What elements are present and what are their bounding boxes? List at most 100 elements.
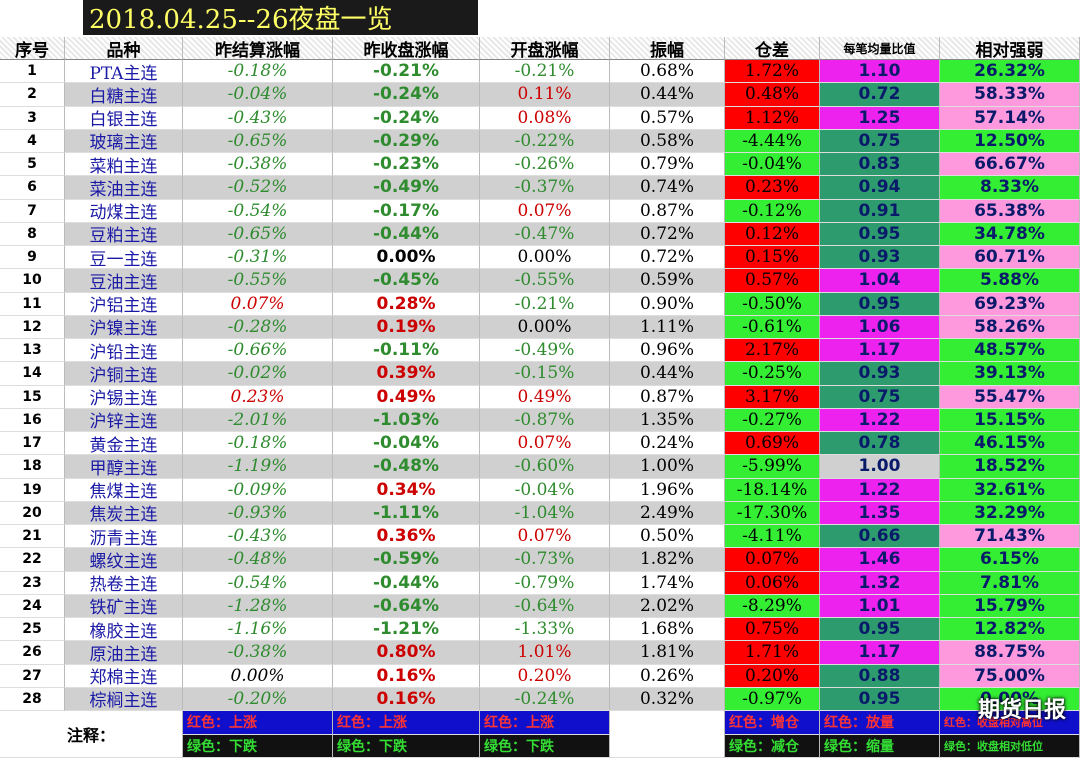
- table-cell: 39.13%: [940, 362, 1080, 386]
- table-cell: -1.16%: [183, 618, 333, 642]
- table-cell: -0.48%: [183, 548, 333, 572]
- table-cell: 0.19%: [333, 315, 480, 339]
- table-cell: 12.82%: [940, 618, 1080, 642]
- table-cell: -0.18%: [183, 60, 333, 84]
- table-title: 2018.04.25--26夜盘一览: [83, 0, 478, 35]
- table-cell: 7.81%: [940, 571, 1080, 595]
- table-cell: -0.04%: [725, 153, 820, 177]
- table-cell: 0.93: [820, 246, 940, 270]
- table-cell: 沪锌主连: [65, 408, 183, 432]
- table-cell: 0.49%: [333, 385, 480, 409]
- table-cell: 0.00%: [183, 664, 333, 688]
- table-cell: 21: [0, 525, 65, 549]
- table-cell: 58.26%: [940, 315, 1080, 339]
- table-cell: 1.22: [820, 408, 940, 432]
- header-cell: 品种: [65, 37, 183, 60]
- table-cell: 32.61%: [940, 478, 1080, 502]
- table-cell: 沪锡主连: [65, 385, 183, 409]
- note: 绿色：缩量: [820, 734, 940, 758]
- table-cell: -0.54%: [183, 571, 333, 595]
- table-cell: -0.21%: [333, 60, 480, 84]
- table-cell: 27: [0, 664, 65, 688]
- table-cell: -0.21%: [480, 60, 610, 84]
- table-cell: 0.07%: [183, 292, 333, 316]
- table-cell: -0.31%: [183, 246, 333, 270]
- table-cell: 25: [0, 618, 65, 642]
- table-cell: 60.71%: [940, 246, 1080, 270]
- table-cell: 75.00%: [940, 664, 1080, 688]
- table-cell: 0.75%: [725, 618, 820, 642]
- table-cell: 0.95: [820, 687, 940, 711]
- table-cell: 0.24%: [610, 432, 725, 456]
- table-cell: -1.33%: [480, 618, 610, 642]
- table-cell: -2.01%: [183, 408, 333, 432]
- table-cell: 24: [0, 594, 65, 618]
- table-cell: 48.57%: [940, 339, 1080, 363]
- table-cell: 0.90%: [610, 292, 725, 316]
- table-cell: 0.28%: [333, 292, 480, 316]
- table-cell: 0.79%: [610, 153, 725, 177]
- table-cell: 0.49%: [480, 385, 610, 409]
- table-cell: 0.68%: [610, 60, 725, 84]
- table-cell: 6.15%: [940, 548, 1080, 572]
- table-cell: 55.47%: [940, 385, 1080, 409]
- table-cell: 0.20%: [480, 664, 610, 688]
- table-cell: 螺纹主连: [65, 548, 183, 572]
- table-cell: -0.55%: [183, 269, 333, 293]
- table-cell: -0.43%: [183, 525, 333, 549]
- table-cell: 1.01%: [480, 641, 610, 665]
- table-cell: -0.79%: [480, 571, 610, 595]
- table-cell: 5: [0, 153, 65, 177]
- table-cell: 28: [0, 687, 65, 711]
- table-cell: 0.23%: [183, 385, 333, 409]
- table-cell: 11: [0, 292, 65, 316]
- table-cell: 0.07%: [480, 525, 610, 549]
- table-cell: 0.72%: [610, 246, 725, 270]
- table-cell: 1.00: [820, 455, 940, 479]
- table-cell: 沪铅主连: [65, 339, 183, 363]
- table-cell: 0.93: [820, 362, 940, 386]
- table-cell: 14: [0, 362, 65, 386]
- table-cell: -0.64%: [333, 594, 480, 618]
- table-cell: -0.64%: [480, 594, 610, 618]
- table-cell: 18: [0, 455, 65, 479]
- table-cell: 1.12%: [725, 106, 820, 130]
- table-cell: 34.78%: [940, 222, 1080, 246]
- table-cell: 焦煤主连: [65, 478, 183, 502]
- table-cell: -0.18%: [183, 432, 333, 456]
- table-cell: 0.96%: [610, 339, 725, 363]
- table-cell: -0.52%: [183, 176, 333, 200]
- table-cell: 沪镍主连: [65, 315, 183, 339]
- table-cell: 20: [0, 501, 65, 525]
- table-cell: 豆油主连: [65, 269, 183, 293]
- note: 绿色：下跌: [183, 734, 333, 758]
- table-cell: -18.14%: [725, 478, 820, 502]
- table-cell: 1.46: [820, 548, 940, 572]
- table-cell: 2.02%: [610, 594, 725, 618]
- table-cell: 0.59%: [610, 269, 725, 293]
- table-cell: 1.04: [820, 269, 940, 293]
- table-cell: -4.11%: [725, 525, 820, 549]
- table-cell: -0.49%: [333, 176, 480, 200]
- table-cell: -0.22%: [480, 129, 610, 153]
- table-cell: 焦炭主连: [65, 501, 183, 525]
- table-cell: 0.80%: [333, 641, 480, 665]
- table-cell: -0.17%: [333, 199, 480, 223]
- table-cell: 0.83: [820, 153, 940, 177]
- table-cell: 0.75: [820, 129, 940, 153]
- table-cell: 0.66: [820, 525, 940, 549]
- table-cell: 0.34%: [333, 478, 480, 502]
- table-cell: -0.26%: [480, 153, 610, 177]
- table-cell: -0.73%: [480, 548, 610, 572]
- table-cell: 0.16%: [333, 687, 480, 711]
- table-cell: 88.75%: [940, 641, 1080, 665]
- table-cell: 1.17: [820, 339, 940, 363]
- note: 绿色：减仓: [725, 734, 820, 758]
- table-cell: 0.95: [820, 222, 940, 246]
- table-cell: -1.04%: [480, 501, 610, 525]
- table-cell: 1.68%: [610, 618, 725, 642]
- table-cell: 1.00%: [610, 455, 725, 479]
- note: 红色：上涨: [333, 711, 480, 735]
- table-cell: -0.60%: [480, 455, 610, 479]
- table-cell: -0.28%: [183, 315, 333, 339]
